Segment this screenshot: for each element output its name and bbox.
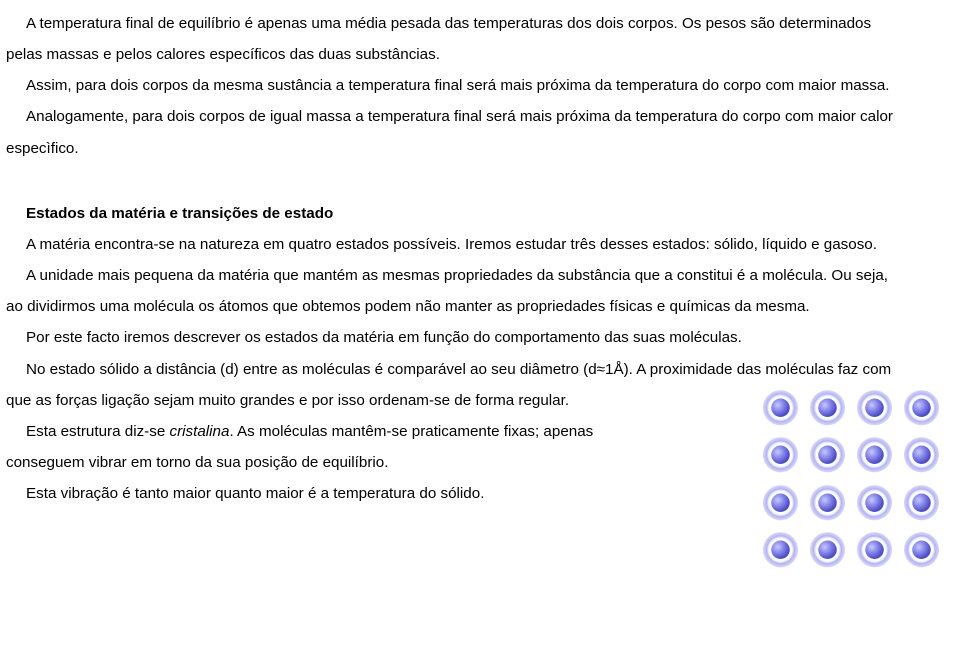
- para1-line2: pelas massas e pelos calores específicos…: [6, 39, 940, 70]
- para6-line1c: . As moléculas mantêm-se praticamente fi…: [229, 423, 593, 440]
- atom-icon: [762, 389, 799, 427]
- atom-icon: [762, 484, 799, 522]
- atom-icon: [903, 531, 940, 569]
- atom-icon: [809, 531, 846, 569]
- para2-line2: Analogamente, para dois corpos de igual …: [6, 101, 940, 132]
- atom-icon: [903, 389, 940, 427]
- atom-icon: [809, 484, 846, 522]
- section-gap: [6, 164, 940, 198]
- atom-icon: [856, 389, 893, 427]
- para1-line1: A temperatura final de equilíbrio é apen…: [6, 8, 940, 39]
- atom-icon: [809, 436, 846, 474]
- para6-line1a: Esta estrutura diz-se: [26, 423, 170, 440]
- para3-line3: ao dividirmos uma molécula os átomos que…: [6, 291, 940, 322]
- atom-icon: [762, 531, 799, 569]
- para2-line1: Assim, para dois corpos da mesma sustânc…: [6, 70, 940, 101]
- wrapped-section: No estado sólido a distância (d) entre a…: [6, 354, 940, 510]
- molecule-figure: [762, 389, 940, 569]
- atom-grid: [762, 389, 940, 569]
- para6-cristalina: cristalina: [170, 423, 230, 440]
- para3-line2: A unidade mais pequena da matéria que ma…: [6, 260, 940, 291]
- atom-icon: [809, 389, 846, 427]
- atom-icon: [856, 484, 893, 522]
- atom-icon: [856, 531, 893, 569]
- atom-icon: [903, 484, 940, 522]
- page: A temperatura final de equilíbrio é apen…: [0, 0, 960, 669]
- atom-icon: [762, 436, 799, 474]
- atom-icon: [903, 436, 940, 474]
- atom-icon: [856, 436, 893, 474]
- section-heading: Estados da matéria e transições de estad…: [6, 198, 940, 229]
- para5-line1: No estado sólido a distância (d) entre a…: [6, 354, 940, 385]
- para4-line1: Por este facto iremos descrever os estad…: [6, 322, 940, 353]
- para3-line1: A matéria encontra-se na natureza em qua…: [6, 229, 940, 260]
- para2-line3: especìfico.: [6, 133, 940, 164]
